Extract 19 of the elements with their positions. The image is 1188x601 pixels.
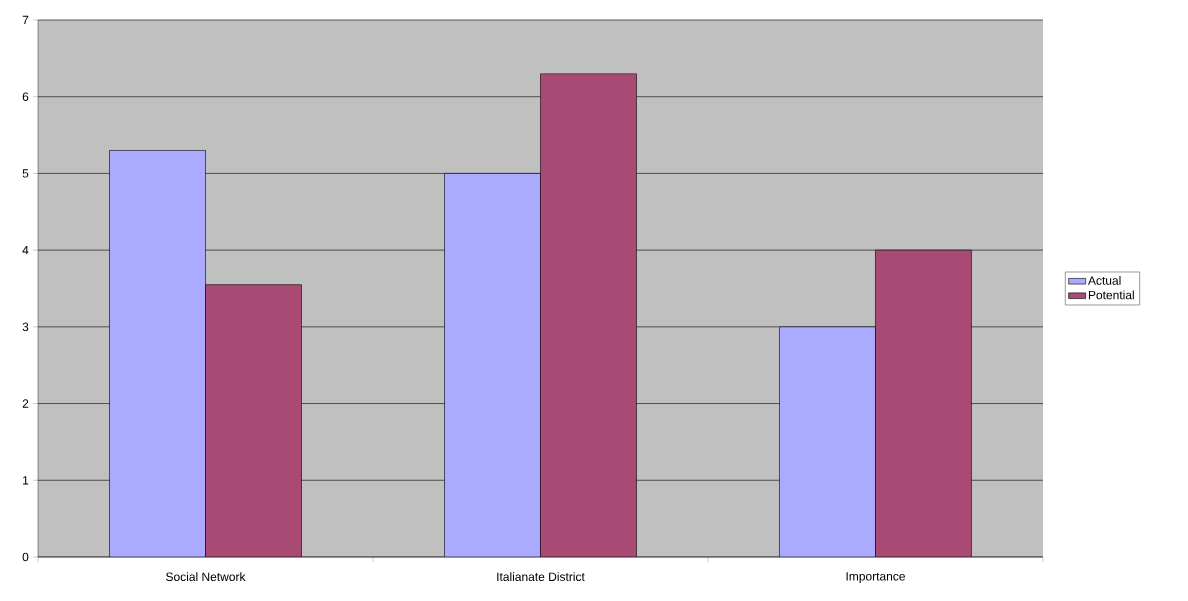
x-tick-label: Importance [846,572,905,583]
bar [444,173,541,557]
y-tick-label: 6 [22,92,29,101]
y-tick-label: 0 [22,552,29,562]
legend-label: Actual [1087,276,1121,285]
bar [875,249,972,557]
bar [540,73,637,557]
y-tick-label: 3 [22,322,29,332]
y-tick-label: 2 [22,399,29,408]
y-tick-label: 1 [23,476,29,485]
legend-label: Potential [1088,290,1134,300]
bar [779,326,876,557]
y-tick-label: 7 [22,15,29,25]
y-tick-label: 4 [22,246,29,255]
x-tick-label: Social Network [166,572,246,581]
y-tick-label: 5 [22,169,29,178]
bar [109,150,206,557]
x-tick-label: Italianate District [497,572,585,581]
bar [205,284,302,557]
